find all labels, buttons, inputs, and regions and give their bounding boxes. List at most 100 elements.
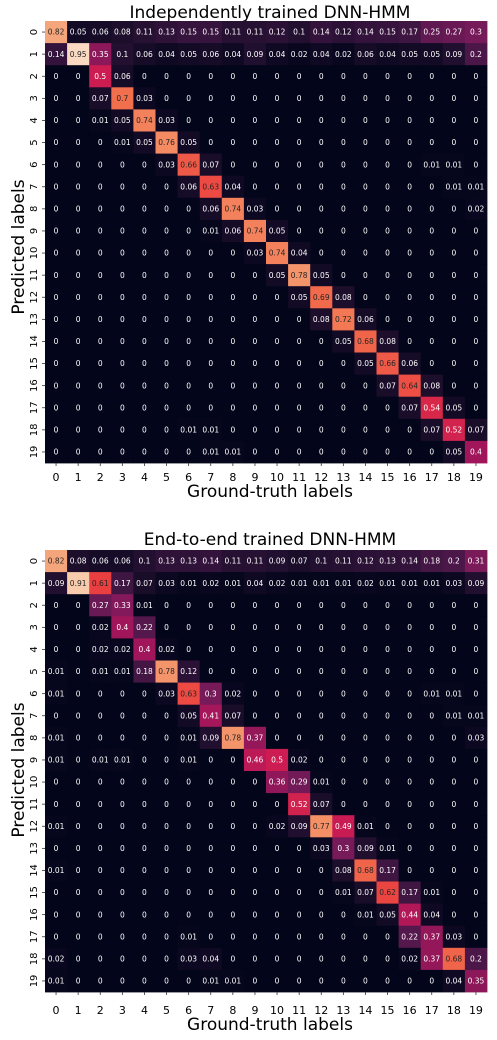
heatmap-cell [464,330,488,353]
heatmap-cell [221,87,245,110]
heatmap-cell [464,771,488,794]
heatmap-cell [133,264,156,287]
cell-value-label: 0.01 [48,866,65,875]
heatmap-cell [199,330,223,353]
cell-value-label: 0 [253,160,258,169]
heatmap-cell [266,550,289,573]
heatmap-cell [354,660,377,683]
heatmap-cell [354,264,377,287]
cell-value-label: 0 [230,756,235,765]
cell-value-label: 0 [275,293,280,302]
heatmap-cell [67,440,90,464]
heatmap-cell [67,638,90,661]
cell-value-label: 0 [164,249,169,258]
heatmap-cell [310,219,333,243]
cell-value-label: 0.01 [114,667,131,676]
cell-value-label: 0 [429,977,434,986]
cell-value-label: 0.01 [92,756,109,765]
cell-value-label: 0 [253,888,258,897]
heatmap-cell [310,925,333,949]
y-tick-label: 16 [29,908,40,921]
heatmap-cell [464,793,488,816]
heatmap-cell [177,43,201,66]
heatmap-cell [420,550,444,573]
cell-value-label: 0 [363,954,368,963]
cell-value-label: 0 [76,403,81,412]
heatmap-cell [398,815,422,838]
heatmap-cell [310,859,333,882]
cell-value-label: 0 [164,448,169,457]
cell-value-label: 0 [474,249,479,258]
cell-value-label: 0 [98,160,103,169]
heatmap-cell [155,175,178,199]
cell-value-label: 0.02 [335,50,352,59]
y-tick-label: 1 [29,51,40,57]
y-tick-label: 14 [29,864,40,877]
chart-title: End-to-end trained DNN-HMM [144,530,396,550]
heatmap-cell [89,175,112,199]
heatmap-cell [243,374,267,398]
cell-value-label: 0 [120,425,125,434]
heatmap-cell [420,65,444,88]
cell-value-label: 0.07 [202,160,219,169]
cell-value-label: 0 [363,711,368,720]
heatmap-cell [45,65,68,88]
cell-value-label: 0 [451,888,456,897]
heatmap-cell [45,793,68,816]
cell-value-label: 0.36 [269,778,286,787]
heatmap-cell [332,815,355,838]
heatmap-cell [464,21,488,44]
cell-value-label: 0 [120,403,125,412]
heatmap-cell [464,660,488,683]
cell-value-label: 0 [429,623,434,632]
cell-value-label: 0 [208,800,213,809]
heatmap-cell [442,242,466,265]
heatmap-cell [133,550,156,573]
heatmap-cell [67,396,90,420]
cell-value-label: 0 [407,72,412,81]
y-tick-label: 3 [29,95,40,101]
heatmap-cell [133,153,156,177]
cell-value-label: 0 [142,359,147,368]
cell-value-label: 0 [98,888,103,897]
x-tick-label: 6 [185,1004,192,1017]
heatmap-cell [442,418,466,442]
cell-value-label: 0 [275,182,280,191]
heatmap-cell [155,550,178,573]
cell-value-label: 0.09 [468,579,485,588]
heatmap-cell [67,87,90,110]
cell-value-label: 0 [385,315,390,324]
cell-value-label: 0.06 [357,315,374,324]
cell-value-label: 0 [54,623,59,632]
heatmap-cell [442,308,466,331]
cell-value-label: 0 [385,160,390,169]
heatmap-cell [243,881,267,904]
cell-value-label: 0 [253,72,258,81]
y-tick-label: 5 [29,139,40,145]
heatmap-cell [398,660,422,683]
heatmap-cell [420,638,444,661]
heatmap-cell [464,837,488,860]
cell-value-label: 0.04 [224,50,241,59]
heatmap-cell [89,881,112,904]
y-tick-label: 12 [29,291,40,304]
heatmap-cell [464,726,488,750]
cell-value-label: 0 [142,160,147,169]
heatmap-cell [133,616,156,639]
cell-value-label: 0 [275,601,280,610]
heatmap-cell [310,308,333,331]
cell-value-label: 0 [98,932,103,941]
heatmap-cell [221,21,245,44]
heatmap-cell [420,418,444,442]
cell-value-label: 0.01 [180,733,197,742]
heatmap-cell [442,925,466,949]
cell-value-label: 0.77 [313,822,330,831]
cell-value-label: 0 [297,138,302,147]
cell-value-label: 0.04 [291,249,308,258]
cell-value-label: 0 [186,448,191,457]
heatmap-cell [288,65,311,88]
heatmap-cell [398,374,422,398]
y-axis-label: Predicted labels [9,702,29,837]
cell-value-label: 0.09 [48,579,65,588]
cell-value-label: 0 [297,425,302,434]
